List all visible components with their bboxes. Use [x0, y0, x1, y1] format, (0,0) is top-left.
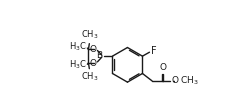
- Text: O: O: [89, 59, 96, 68]
- Text: O: O: [89, 45, 96, 54]
- Text: B: B: [96, 51, 102, 60]
- Text: H$_3$C: H$_3$C: [69, 41, 86, 53]
- Text: O: O: [171, 76, 178, 85]
- Text: CH$_3$: CH$_3$: [81, 71, 99, 83]
- Text: CH$_3$: CH$_3$: [180, 75, 199, 87]
- Text: H$_3$C: H$_3$C: [69, 59, 86, 71]
- Text: F: F: [151, 46, 156, 56]
- Text: CH$_3$: CH$_3$: [81, 29, 99, 42]
- Text: O: O: [159, 63, 166, 72]
